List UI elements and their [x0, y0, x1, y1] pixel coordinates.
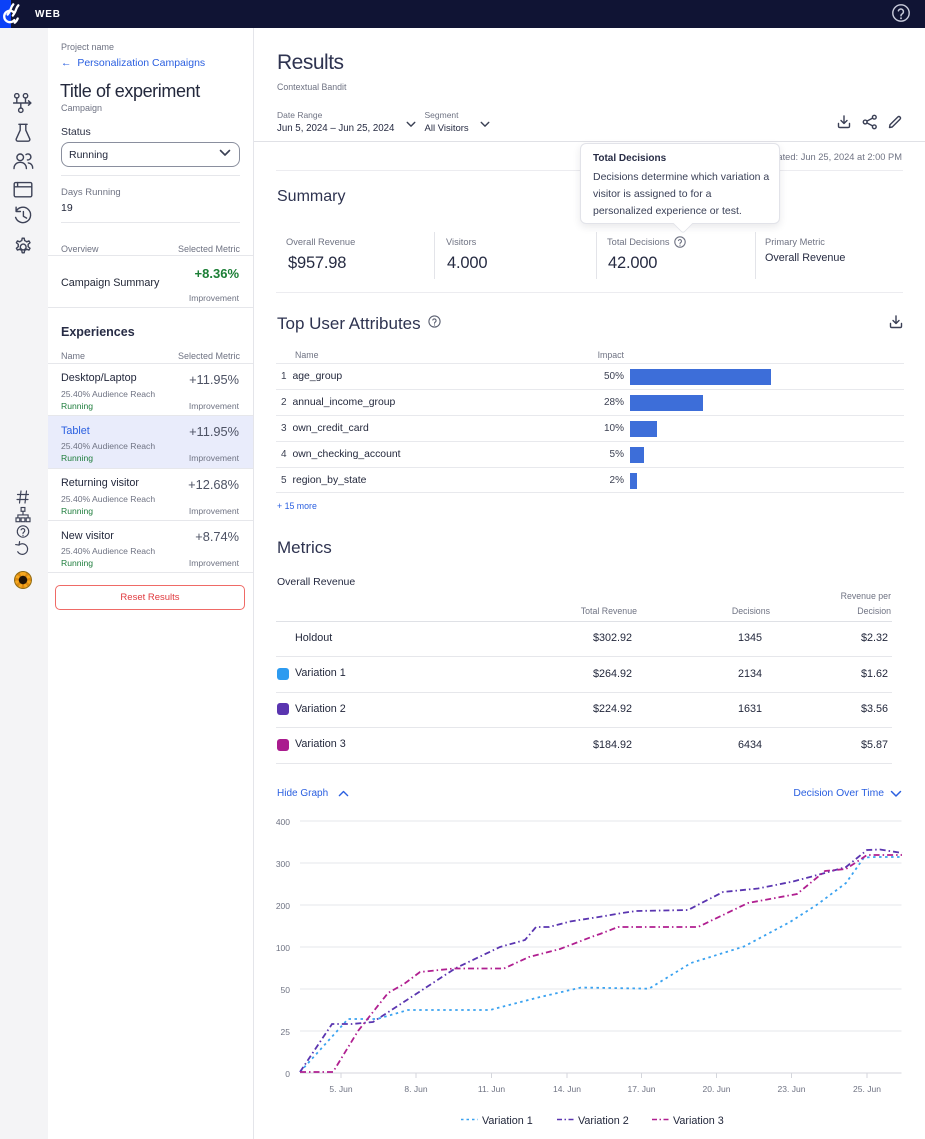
svg-text:11. Jun: 11. Jun: [478, 1084, 506, 1094]
svg-text:25: 25: [281, 1027, 291, 1037]
svg-text:300: 300: [276, 859, 290, 869]
svg-text:17. Jun: 17. Jun: [628, 1084, 656, 1094]
svg-text:5. Jun: 5. Jun: [329, 1084, 352, 1094]
svg-text:100: 100: [276, 943, 290, 953]
svg-text:20. Jun: 20. Jun: [703, 1084, 731, 1094]
svg-text:Variation 1: Variation 1: [482, 1115, 533, 1127]
svg-text:23. Jun: 23. Jun: [778, 1084, 806, 1094]
svg-text:0: 0: [285, 1069, 290, 1079]
svg-text:14. Jun: 14. Jun: [553, 1084, 581, 1094]
svg-text:Variation 3: Variation 3: [673, 1115, 724, 1127]
svg-text:Variation 2: Variation 2: [578, 1115, 629, 1127]
svg-text:50: 50: [281, 985, 291, 995]
svg-text:200: 200: [276, 901, 290, 911]
svg-text:25. Jun: 25. Jun: [853, 1084, 881, 1094]
svg-text:8. Jun: 8. Jun: [404, 1084, 427, 1094]
svg-text:400: 400: [276, 817, 290, 827]
